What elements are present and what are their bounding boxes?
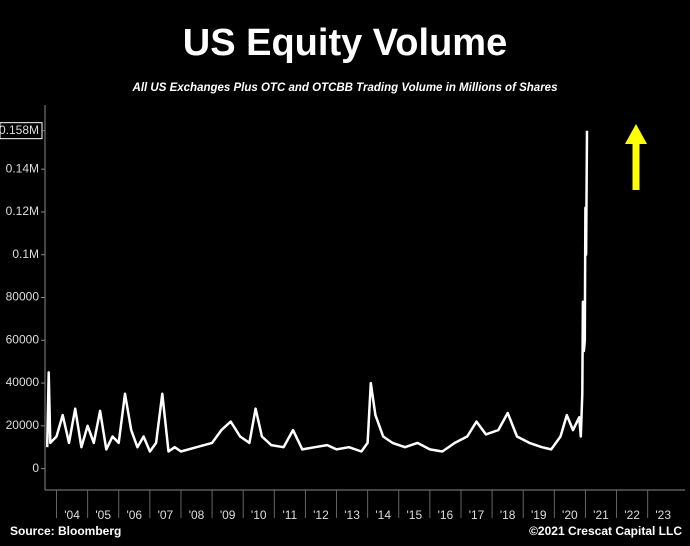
x-tick-label: '23 [655, 508, 671, 522]
chart-title: US Equity Volume [183, 22, 507, 64]
y-tick-label: 0.158M [0, 123, 39, 137]
y-tick-label: 0 [32, 461, 39, 475]
x-tick-label: '16 [438, 508, 454, 522]
x-tick-label: '10 [251, 508, 267, 522]
y-tick-label: 80000 [6, 290, 40, 304]
volume-line [45, 130, 589, 453]
x-tick-label: '17 [469, 508, 485, 522]
x-tick-label: '09 [220, 508, 236, 522]
x-tick-label: '13 [344, 508, 360, 522]
x-tick-label: '06 [126, 508, 142, 522]
x-tick-label: '12 [313, 508, 329, 522]
source: Source: Bloomberg [10, 524, 121, 538]
x-tick-label: '19 [531, 508, 547, 522]
chart-subtitle: All US Exchanges Plus OTC and OTCBB Trad… [132, 82, 558, 94]
x-tick-label: '21 [593, 508, 609, 522]
y-tick-label: 20000 [6, 418, 40, 432]
x-tick-label: '18 [500, 508, 516, 522]
arrow [625, 124, 647, 190]
copyright: ©2021 Crescat Capital LLC [529, 524, 682, 538]
x-tick-label: '20 [562, 508, 578, 522]
x-tick-label: '05 [95, 508, 111, 522]
y-tick-label: 40000 [6, 375, 40, 389]
x-tick-label: '07 [158, 508, 174, 522]
x-tick-label: '14 [375, 508, 391, 522]
x-tick-label: '15 [406, 508, 422, 522]
y-tick-label: 0.12M [6, 204, 39, 218]
x-tick-label: '08 [189, 508, 205, 522]
x-tick-label: '22 [624, 508, 640, 522]
x-tick-label: '04 [64, 508, 80, 522]
y-tick-label: 0.1M [12, 247, 39, 261]
y-tick-label: 0.14M [6, 161, 39, 175]
y-tick-label: 60000 [6, 332, 40, 346]
x-tick-label: '11 [282, 508, 297, 522]
